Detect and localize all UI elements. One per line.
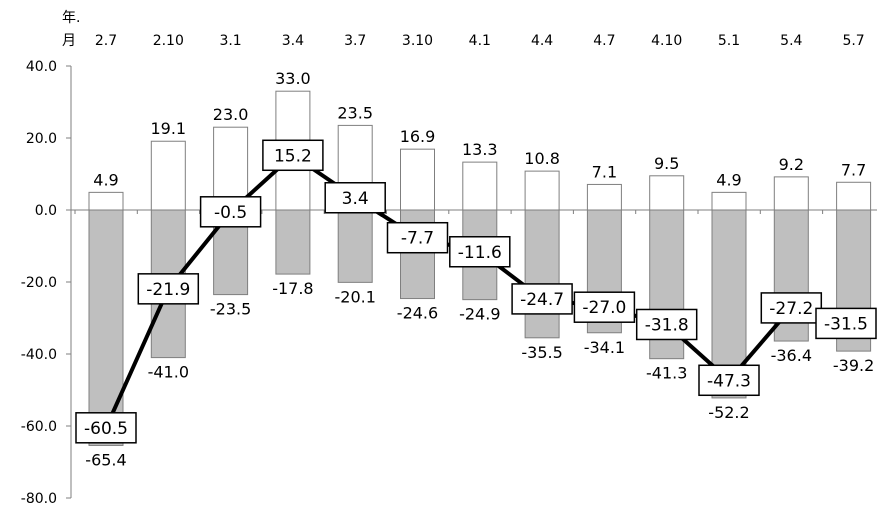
y-tick-label: 40.0 [26,59,57,75]
bar-positive-label: 7.1 [592,162,617,181]
x-tick-label: 3.4 [282,33,304,49]
bar-negative-label: -20.1 [334,287,375,306]
y-tick-label: -40.0 [21,347,57,363]
bar-negative-label: -41.3 [646,364,687,383]
bar-negative [88,209,124,446]
x-tick-label: 3.1 [219,33,241,49]
bar-negative-label: -23.5 [210,300,251,319]
bar-negative [275,209,311,275]
bar-positive-label: 19.1 [150,119,186,138]
x-tick-label: 2.7 [95,33,117,49]
line-point-label: -60.5 [84,419,128,439]
line-point-box [324,182,386,214]
line-point-box [199,196,262,228]
x-tick-label: 3.7 [344,33,366,49]
bar-positive [773,176,809,211]
bar-positive-label: 4.9 [716,170,741,189]
bar-positive-label: 13.3 [462,140,498,159]
line-point-label: -47.3 [707,371,751,391]
bar-negative-label: -17.8 [272,279,313,298]
y-tick-label: 0.0 [35,203,57,219]
line-point-box [815,307,877,340]
x-tick-label: 5.7 [842,33,864,49]
x-tick-label: 4.4 [531,33,553,49]
line-point-box [137,273,200,305]
line-point-label: -11.6 [458,243,502,263]
bar-positive-label: 23.5 [337,103,373,122]
bar-positive [711,191,747,211]
bar-positive-label: 9.2 [779,155,804,174]
line-point-box [262,139,324,172]
line-point-box [386,221,449,254]
bar-positive [586,183,622,211]
bar-negative-label: -65.4 [85,450,126,469]
line-point-label: -27.0 [582,298,626,318]
y-tick-label: -20.0 [21,275,57,291]
axes: 40.0 20.0 0.0 -20.0 -40.0 -60.0 -80.0 2.7 2.10 3.… [21,10,877,507]
line-point-label: 3.4 [342,189,369,209]
bar-positive-label: 4.9 [93,170,118,189]
bar-negative-label: -39.2 [833,356,874,375]
x-tick-label: 4.10 [651,33,682,49]
line-point-label: -27.2 [769,299,813,319]
bar-positive-label: 10.8 [524,149,560,168]
bar-positive-label: 23.0 [213,105,249,124]
y-tick-label: 20.0 [26,131,57,147]
bar-negative-label: -34.1 [584,338,625,357]
line-point-box [635,308,698,341]
bar-negative-label: -24.9 [459,305,500,324]
bar-negative-label: -52.2 [708,403,749,422]
line-point-box [449,236,511,268]
bar-positive [836,181,872,211]
bar-negative-label: -41.0 [148,363,189,382]
bar-negative-label: -36.4 [771,346,812,365]
x-tick-label: 5.4 [780,33,802,49]
bar-positive [524,170,560,211]
y-tick-label: -80.0 [21,491,57,507]
line-point-box [511,283,573,315]
bar-positive [150,140,186,211]
line-point-label: -24.7 [520,290,564,310]
x-tick-label: 4.1 [469,33,491,49]
line-point-box [573,291,636,323]
x-tick-label: 3.10 [402,33,433,49]
line-point-box [698,364,760,397]
bar-negative [337,209,373,283]
line-point-label: 15.2 [274,146,312,166]
line-point-label: -0.5 [214,203,247,223]
bar-positive [462,161,498,211]
labels: 4.9 19.1 23.0 33.0 23.5 16.9 13.3 10.8 7.1 9.5 4.9… [75,69,877,469]
bar-positive-label: 9.5 [654,154,679,173]
bar-positive-label: 16.9 [400,127,436,146]
bar-positive [88,191,124,211]
line-point-label: -31.8 [645,315,689,335]
x-tick-label: 4.7 [593,33,615,49]
x-tick-label: 5.1 [718,33,740,49]
x-tick-label: 2.10 [153,33,184,49]
line-point-label: -7.7 [401,229,434,249]
axis-unit-label-month: 月 [62,33,76,49]
bar-negative-label: -24.6 [397,304,438,323]
line-point-box [75,412,137,444]
y-tick-label: -60.0 [21,419,57,435]
bar-positive [649,175,685,211]
line-point-label: -21.9 [146,280,190,300]
bar-negative [524,209,560,339]
bar-negative-label: -35.5 [521,343,562,362]
axis-unit-label-year: 年. [62,10,80,26]
bar-positive [400,148,435,211]
line-point-label: -31.5 [824,314,868,334]
bar-positive-label: 7.7 [841,160,866,179]
bar-positive-label: 33.0 [275,69,311,88]
